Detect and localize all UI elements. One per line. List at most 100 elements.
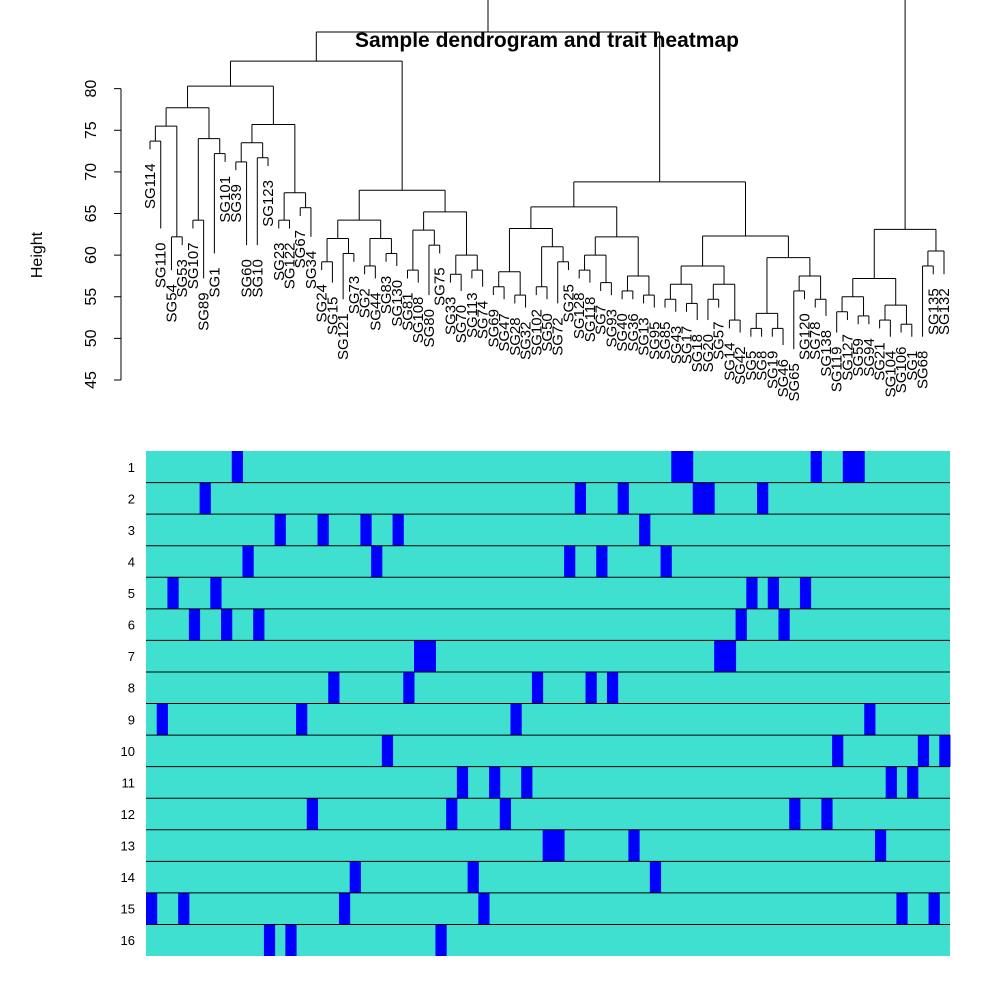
leaf-label: SG53 xyxy=(174,259,191,297)
leaf-label: SG101 xyxy=(217,176,234,223)
leaf-label: SG1 xyxy=(206,267,223,297)
chart-title: Sample dendrogram and trait heatmap xyxy=(355,29,739,52)
leaf-label: SG130 xyxy=(389,280,406,327)
y-tick-label: 45 xyxy=(83,371,100,389)
heatmap-cell-high xyxy=(617,482,629,515)
leaf-label: SG93 xyxy=(603,309,620,347)
heatmap-row-label: 15 xyxy=(121,902,135,917)
leaf-label: SG18 xyxy=(689,334,706,372)
heatmap-row-label: 16 xyxy=(121,933,135,948)
y-tick-label: 70 xyxy=(83,163,100,181)
heatmap-cell-high xyxy=(917,735,930,767)
heatmap-cell-high xyxy=(392,514,404,546)
leaf-label: SG33 xyxy=(442,297,459,335)
leaf-label: SG68 xyxy=(915,351,932,389)
heatmap-row-label: 3 xyxy=(128,523,135,538)
heatmap-cell-high xyxy=(885,766,897,799)
leaf-label: SG118 xyxy=(582,297,599,343)
heatmap-cell-high xyxy=(274,514,286,546)
leaf-label: SG72 xyxy=(550,317,567,355)
leaf-label: SG60 xyxy=(239,259,256,297)
heatmap-cell-high xyxy=(371,545,383,578)
heatmap-cell-high xyxy=(317,514,329,546)
heatmap-cell-high xyxy=(188,608,201,641)
leaf-label: SG23 xyxy=(271,242,288,280)
leaf-label: SG81 xyxy=(400,292,417,330)
leaf-label: SG44 xyxy=(367,292,384,330)
leaf-label: SG2 xyxy=(357,288,374,318)
leaf-label: SG65 xyxy=(786,363,803,401)
heatmap-cell-high xyxy=(199,482,211,515)
heatmap-cell-high xyxy=(596,545,608,578)
heatmap-cell-high xyxy=(167,577,179,609)
heatmap-row xyxy=(146,451,950,483)
heatmap-row-label: 1 xyxy=(128,460,135,475)
leaf-label: SG67 xyxy=(292,230,309,268)
leaf-label: SG32 xyxy=(518,322,535,360)
heatmap-row xyxy=(146,545,950,578)
heatmap-cell-high xyxy=(435,924,447,956)
heatmap-cell-high xyxy=(896,892,908,925)
heatmap-cell-high xyxy=(510,703,522,736)
leaf-label: SG110 xyxy=(153,242,170,288)
leaf-label: SG132 xyxy=(936,288,953,335)
heatmap-row xyxy=(146,735,950,767)
heatmap-cell-high xyxy=(853,451,865,483)
heatmap-row xyxy=(146,924,950,956)
heatmap-row-label: 10 xyxy=(121,744,135,759)
heatmap-cell-high xyxy=(360,514,372,546)
leaf-label: SG24 xyxy=(314,284,331,322)
heatmap-row-label: 11 xyxy=(122,775,136,790)
leaf-label: SG20 xyxy=(700,334,717,372)
leaf-label: SG17 xyxy=(678,326,695,364)
heatmap-cell-high xyxy=(714,640,726,672)
leaf-label: SG54 xyxy=(163,284,180,322)
leaf-label: SG70 xyxy=(453,305,470,343)
heatmap-cell-high xyxy=(939,735,951,767)
leaf-label: SG59 xyxy=(850,338,867,376)
heatmap-cell-high xyxy=(531,671,544,704)
heatmap-row-label: 8 xyxy=(128,681,135,696)
heatmap-row xyxy=(146,608,950,641)
heatmap-cell-high xyxy=(735,608,747,641)
heatmap-cell-high xyxy=(671,451,683,483)
heatmap-cell-high xyxy=(874,829,887,862)
heatmap-cell-high xyxy=(649,861,662,893)
heatmap-row xyxy=(146,798,950,830)
heatmap-cell-high xyxy=(328,671,340,704)
trait-heatmap xyxy=(146,451,951,956)
heatmap-cell-high xyxy=(574,482,587,515)
leaf-label: SG42 xyxy=(732,347,749,385)
heatmap-row-label: 6 xyxy=(128,618,135,633)
heatmap-row xyxy=(146,514,950,546)
heatmap-cell-high xyxy=(156,703,168,736)
heatmap-cell-high xyxy=(424,640,436,672)
leaf-label: SG78 xyxy=(807,322,824,360)
heatmap-cell-high xyxy=(221,608,233,641)
leaf-label: SG43 xyxy=(668,326,685,364)
leaf-label: SG7 xyxy=(593,305,610,335)
leaf-label: SG104 xyxy=(882,351,899,398)
leaf-label: SG94 xyxy=(861,338,878,376)
heatmap-cell-high xyxy=(682,451,694,483)
heatmap-cell-high xyxy=(306,798,319,830)
heatmap-row-label: 2 xyxy=(128,491,135,506)
heatmap-cell-high xyxy=(842,451,855,483)
heatmap-cell-high xyxy=(692,482,704,515)
heatmap-cell-high xyxy=(521,766,533,799)
heatmap-row xyxy=(146,892,950,925)
y-tick-label: 50 xyxy=(83,329,100,347)
dendrogram xyxy=(149,0,945,350)
heatmap-cell-high xyxy=(349,861,361,893)
leaf-label: SG21 xyxy=(872,342,889,380)
heatmap-cell-high xyxy=(821,798,833,830)
heatmap-row xyxy=(146,703,950,736)
leaf-label: SG127 xyxy=(839,334,856,381)
heatmap-cell-high xyxy=(296,703,308,736)
leaf-label: SG120 xyxy=(797,313,814,360)
leaf-label: SG69 xyxy=(485,309,502,347)
leaf-label: SG74 xyxy=(475,301,492,339)
heatmap-cell-high xyxy=(231,451,243,483)
y-axis-label: Height xyxy=(29,231,46,278)
leaf-label: SG36 xyxy=(625,313,642,351)
